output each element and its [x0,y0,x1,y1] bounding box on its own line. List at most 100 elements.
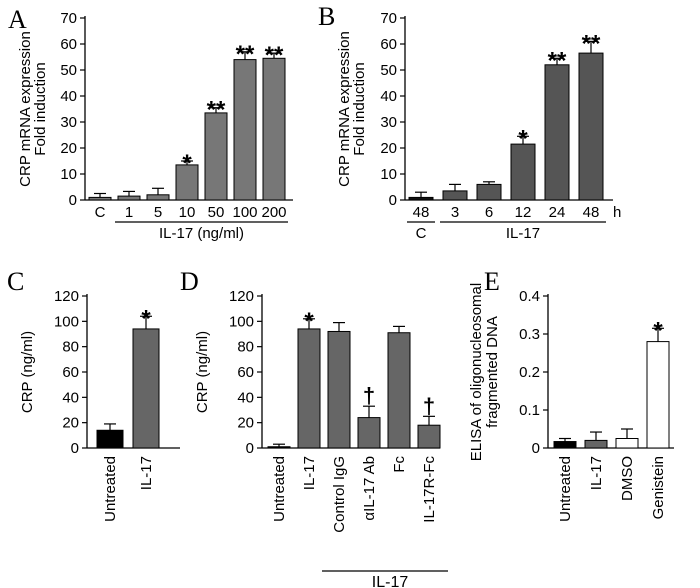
y-tick-label: 80 [62,339,79,356]
category-label: IL-17R-Fc [421,456,438,523]
category-label: Untreated [102,456,119,522]
y-tick-label: 30 [60,114,77,131]
panel-letter-e: E [484,267,500,296]
bar [510,143,536,201]
y-tick-label: 30 [380,114,397,131]
significance-mark: * [182,150,192,177]
category-label: IL-17 [301,456,318,490]
y-tick-label: 120 [54,288,79,305]
category-label: DMSO [619,456,636,501]
category-label: 5 [154,204,162,221]
bar [387,332,411,449]
y-tick-label: 40 [237,389,254,406]
bar [267,446,291,449]
y-tick-label: 120 [229,288,254,305]
y-tick-label: 50 [380,62,397,79]
y-tick-label: 60 [237,364,254,381]
significance-mark: ** [265,42,284,69]
y-tick-label: 50 [60,62,77,79]
bar [262,57,286,201]
significance-mark: * [653,317,663,344]
bar [204,112,228,201]
category-label: 12 [515,204,532,221]
bar [327,330,351,449]
group-label: IL-17 [372,574,409,588]
y-tick-label: 0.3 [519,326,540,343]
panel-letter-b: B [318,2,335,31]
bar [88,196,112,201]
category-label: 3 [451,204,459,221]
panel-letter-d: D [180,267,199,296]
significance-mark: † [423,393,435,418]
category-label: IL-17 [588,456,605,490]
category-label: Control IgG [331,456,348,533]
y-tick-label: 60 [62,364,79,381]
group-label: IL-17 (ng/ml) [159,225,244,242]
bar [357,417,381,449]
y-axis-label: CRP mRNA expression [336,31,353,187]
y-tick-label: 60 [380,36,397,53]
y-tick-label: 60 [60,36,77,53]
y-tick-label: 20 [62,415,79,432]
bar [408,196,434,201]
y-axis-label: ELISA of oligonucleosomal [468,283,485,461]
y-tick-label: 0 [532,440,540,457]
category-label: 50 [208,204,225,221]
group-label: IL-17 [506,225,540,242]
category-label: αIL-17 Ab [361,456,378,521]
category-label: IL-17 [138,456,155,490]
y-tick-label: 0 [246,440,254,457]
significance-mark: * [518,125,528,152]
significance-mark: * [304,308,314,335]
category-label: Fc [391,456,408,473]
significance-mark: ** [207,97,226,124]
significance-mark: ** [548,47,567,74]
y-tick-label: 20 [380,140,397,157]
category-label: 6 [485,204,493,221]
y-axis-label: Fold induction [351,62,368,155]
category-label: 48 [583,204,600,221]
y-axis-label: CRP mRNA expression [17,31,34,187]
bar [476,183,502,201]
y-tick-label: 40 [380,88,397,105]
bar [117,195,141,201]
category-label: 100 [232,204,257,221]
y-axis-label: CRP (ng/ml) [194,331,211,413]
y-tick-label: 0.2 [519,364,540,381]
y-tick-label: 0 [69,192,77,209]
y-tick-label: 100 [229,313,254,330]
category-label: Untreated [557,456,574,522]
category-label: 24 [549,204,566,221]
y-tick-label: 0.4 [519,288,540,305]
category-label: C [95,204,106,221]
chart-panel-a: A 0 10 20 30 40 50 60 70 CRP mRNA expressionFold … [8,5,293,242]
y-tick-label: 100 [54,313,79,330]
bar [646,341,670,449]
bar [584,439,608,449]
chart-panel-d: D 0 20 40 60 80 100 120 CRP (ng/ml) Untreated * IL-… [180,267,448,588]
category-label: Genistein [650,456,667,519]
y-tick-label: 10 [380,166,397,183]
y-axis-label: Fold induction [32,62,49,155]
y-tick-label: 0 [71,440,79,457]
bar [417,424,441,449]
bar [442,190,468,201]
significance-mark: ** [582,30,601,57]
y-axis-label: fragmented DNA [484,316,501,428]
panel-letter-c: C [7,267,24,296]
bar [615,438,639,449]
bar [297,328,321,449]
bar [233,59,257,201]
chart-panel-e: E 0 0.1 0.2 0.3 0.4 ELISA of oligonucleosomal f… [468,267,674,522]
category-label: 48 [413,204,430,221]
significance-mark: † [363,383,375,408]
panel-letter-a: A [8,5,27,34]
unit-label: h [613,204,621,221]
chart-panel-c: C 0 20 40 60 80 100 120 CRP (ng/ml) Untreated * IL-… [7,267,180,522]
bar [96,429,124,449]
bar [553,441,577,449]
bar [578,52,604,201]
y-tick-label: 0 [389,192,397,209]
y-tick-label: 40 [62,389,79,406]
